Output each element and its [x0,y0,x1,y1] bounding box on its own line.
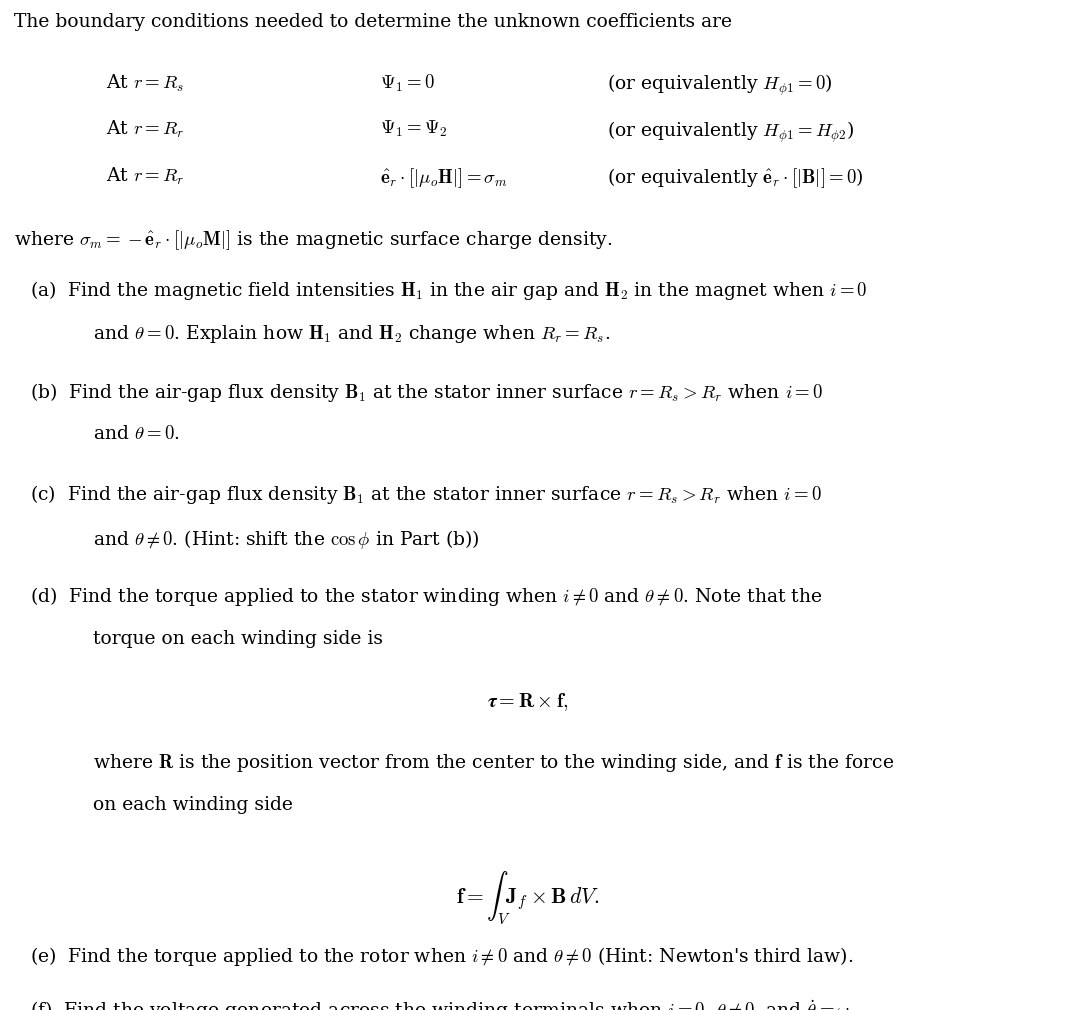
Text: where $\sigma_m = -\hat{\mathbf{e}}_r \cdot [|\mu_o \mathbf{M}|]$ is the magneti: where $\sigma_m = -\hat{\mathbf{e}}_r \c… [14,228,613,251]
Text: (or equivalently $\hat{\mathbf{e}}_r \cdot [|\mathbf{B}|] = 0$): (or equivalently $\hat{\mathbf{e}}_r \cd… [607,166,864,190]
Text: torque on each winding side is: torque on each winding side is [92,629,383,647]
Text: on each winding side: on each winding side [92,797,293,814]
Text: (a)  Find the magnetic field intensities $\mathbf{H}_1$ in the air gap and $\mat: (a) Find the magnetic field intensities … [29,279,867,302]
Text: (or equivalently $H_{\phi 1} = 0$): (or equivalently $H_{\phi 1} = 0$) [607,73,832,98]
Text: and $\theta = 0$. Explain how $\mathbf{H}_1$ and $\mathbf{H}_2$ change when $R_r: and $\theta = 0$. Explain how $\mathbf{H… [92,323,610,345]
Text: (b)  Find the air-gap flux density $\mathbf{B}_1$ at the stator inner surface $r: (b) Find the air-gap flux density $\math… [29,381,823,404]
Text: (d)  Find the torque applied to the stator winding when $i \neq 0$ and $\theta \: (d) Find the torque applied to the stato… [29,586,823,608]
Text: $\Psi_1 = \Psi_2$: $\Psi_1 = \Psi_2$ [380,119,447,139]
Text: $\boldsymbol{\tau} = \mathbf{R} \times \mathbf{f},$: $\boldsymbol{\tau} = \mathbf{R} \times \… [487,691,568,713]
Text: (c)  Find the air-gap flux density $\mathbf{B}_1$ at the stator inner surface $r: (c) Find the air-gap flux density $\math… [29,484,821,506]
Text: At $r = R_r$: At $r = R_r$ [106,119,184,140]
Text: At $r = R_r$: At $r = R_r$ [106,166,184,187]
Text: (or equivalently $H_{\phi 1} = H_{\phi 2}$): (or equivalently $H_{\phi 1} = H_{\phi 2… [607,119,854,144]
Text: $\hat{\mathbf{e}}_r \cdot [|\mu_o \mathbf{H}|] = \sigma_m$: $\hat{\mathbf{e}}_r \cdot [|\mu_o \mathb… [380,166,508,190]
Text: The boundary conditions needed to determine the unknown coefficients are: The boundary conditions needed to determ… [14,13,732,30]
Text: $\Psi_1 = 0$: $\Psi_1 = 0$ [380,73,435,94]
Text: where $\mathbf{R}$ is the position vector from the center to the winding side, a: where $\mathbf{R}$ is the position vecto… [92,752,894,775]
Text: $\mathbf{f} = \int_V \mathbf{J}_f \times \mathbf{B}\,dV.$: $\mathbf{f} = \int_V \mathbf{J}_f \times… [456,869,599,926]
Text: and $\theta = 0$.: and $\theta = 0$. [92,425,180,443]
Text: and $\theta \neq 0$. (Hint: shift the $\cos\phi$ in Part (b)): and $\theta \neq 0$. (Hint: shift the $\… [92,527,480,550]
Text: (f)  Find the voltage generated across the winding terminals when $i = 0$, $\the: (f) Find the voltage generated across th… [29,998,854,1010]
Text: At $r = R_s$: At $r = R_s$ [106,73,184,94]
Text: (e)  Find the torque applied to the rotor when $i \neq 0$ and $\theta \neq 0$ (H: (e) Find the torque applied to the rotor… [29,945,853,969]
